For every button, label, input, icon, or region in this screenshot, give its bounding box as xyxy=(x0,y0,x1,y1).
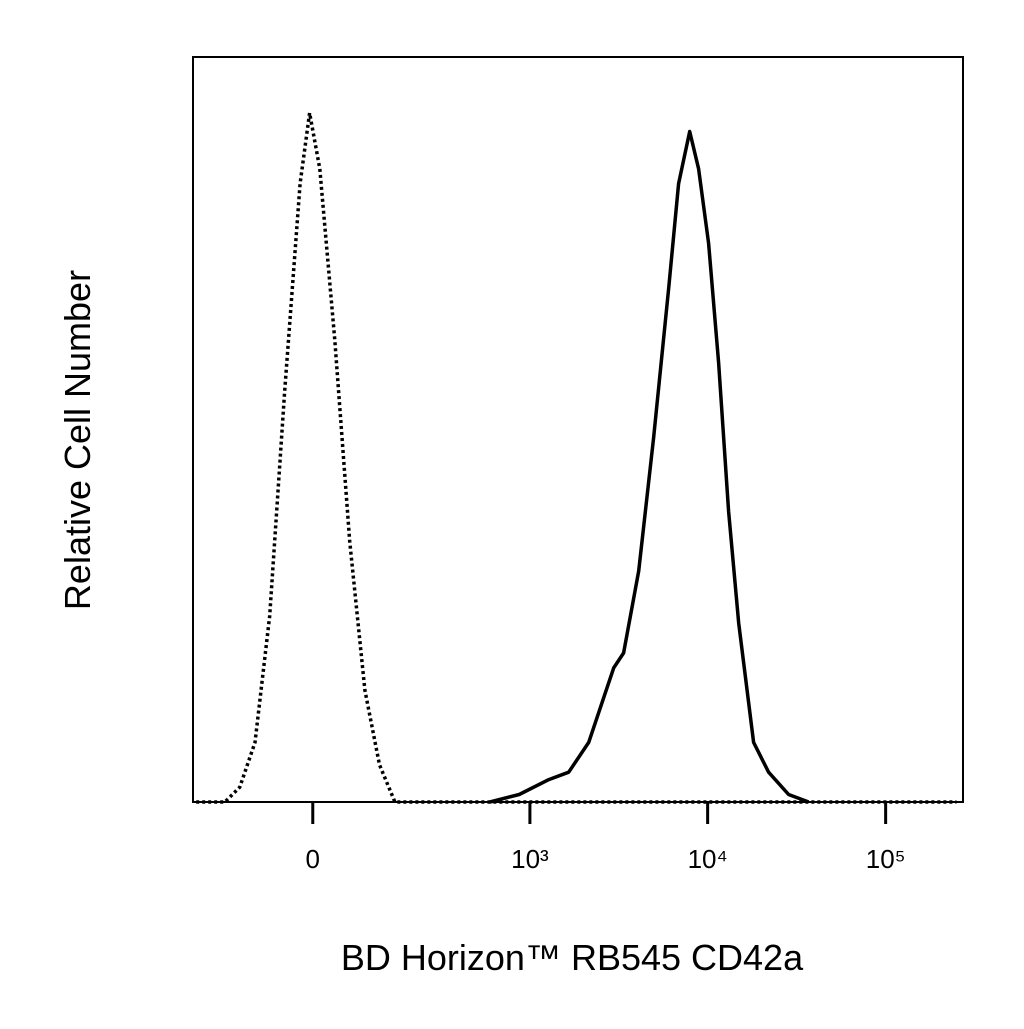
x-tick-label: 0 xyxy=(306,844,320,874)
histogram-line xyxy=(196,111,957,804)
y-axis-label: Relative Cell Number xyxy=(57,270,98,610)
x-tick-label: 10⁴ xyxy=(688,844,728,874)
x-axis-label: BD Horizon™ RB545 CD42a xyxy=(341,937,804,978)
x-tick-label: 10⁵ xyxy=(866,844,906,874)
plot-frame xyxy=(192,56,964,803)
x-tick-label: 10³ xyxy=(511,844,549,874)
histogram-line xyxy=(489,129,810,804)
